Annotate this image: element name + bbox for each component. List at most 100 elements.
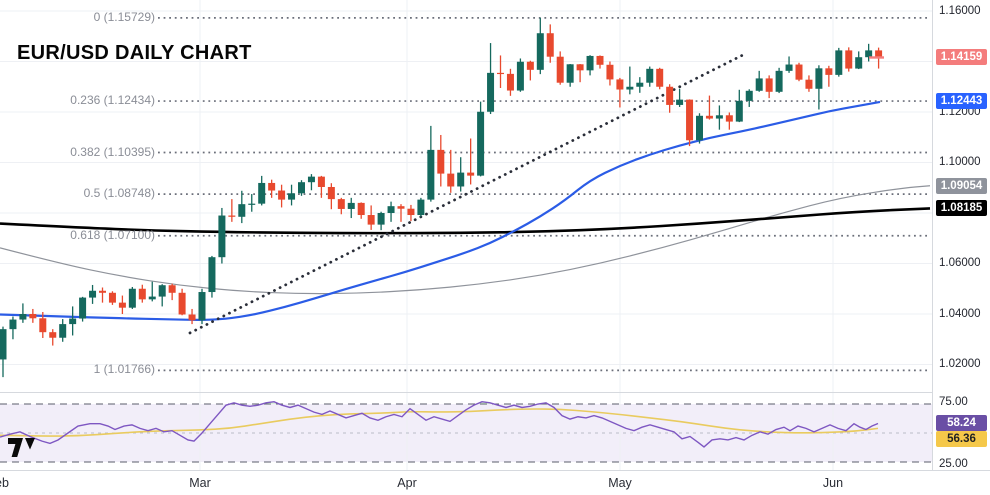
candle-body	[168, 285, 176, 293]
rsi-line[interactable]	[0, 400, 879, 448]
candle-body	[49, 332, 57, 338]
candle-body	[29, 314, 37, 319]
candle-body	[596, 55, 604, 65]
gray-ma-badge: 1.09054	[936, 178, 987, 195]
axis-label: 1.16000	[939, 4, 981, 17]
time-axis[interactable]: eb Mar Apr May Jun	[0, 470, 990, 495]
candle-body	[497, 72, 504, 75]
time-label: eb	[0, 476, 9, 490]
fib-label: 0.236 (1.12434)	[70, 93, 155, 108]
candle-body	[198, 292, 206, 321]
axis-label: 25.00	[939, 457, 968, 470]
candle-body	[248, 203, 256, 205]
candle-body	[467, 172, 475, 176]
candle-body	[725, 115, 733, 122]
candle-body	[805, 79, 813, 89]
candle-body	[676, 99, 684, 105]
candle-body	[586, 55, 594, 71]
pane-separator	[0, 392, 990, 393]
candle-body	[447, 173, 455, 187]
candle-body	[218, 215, 226, 258]
candle-body	[825, 68, 833, 75]
candle-body	[646, 68, 654, 83]
candle-body	[715, 115, 723, 119]
candle-body	[148, 296, 156, 300]
axis-label: 75.00	[939, 395, 968, 408]
candle-body	[367, 215, 375, 225]
candle-body	[69, 318, 77, 325]
candle-body	[875, 50, 883, 58]
time-label: Mar	[189, 476, 211, 490]
candle-body	[387, 206, 395, 213]
axis-label: 1.06000	[939, 257, 981, 269]
candle-body	[307, 176, 315, 183]
candle-body	[337, 199, 345, 209]
candle-body	[178, 292, 186, 315]
candle-body	[228, 215, 236, 217]
candle-body	[128, 288, 136, 308]
candle-body	[536, 33, 544, 70]
axis-label: 1.02000	[939, 358, 981, 370]
black-ma-badge: 1.08185	[936, 200, 987, 217]
time-label: May	[608, 476, 632, 490]
axis-label: 1.04000	[939, 307, 981, 320]
candle-body	[556, 56, 564, 83]
tradingview-logo[interactable]	[8, 437, 36, 459]
black-ma-line[interactable]	[0, 207, 931, 235]
candle-body	[417, 199, 425, 216]
fib-label: 1 (1.01766)	[93, 362, 155, 377]
gray-ma-line[interactable]	[0, 185, 931, 295]
chart-title: EUR/USD DAILY CHART	[17, 42, 252, 64]
candle-body	[835, 50, 843, 75]
candle-body	[865, 50, 873, 58]
rsi-ma-badge: 56.36	[936, 431, 987, 447]
rsi-ma-line[interactable]	[0, 408, 879, 437]
candle-body	[705, 115, 713, 119]
candle-body	[188, 314, 196, 321]
candle-body	[278, 190, 286, 200]
candle-body	[268, 182, 276, 191]
candle-body	[526, 61, 534, 70]
candle-body	[546, 33, 554, 57]
candle-body	[0, 329, 7, 360]
fib-label: 0.618 (1.07100)	[70, 227, 155, 242]
candle-body	[815, 68, 823, 89]
candle-body	[576, 64, 584, 71]
blue-ma-line[interactable]	[0, 100, 881, 321]
candle-body	[696, 115, 703, 141]
axis-label: 1.10000	[939, 156, 981, 168]
candle-body	[79, 297, 87, 319]
candle-body	[626, 86, 634, 90]
candle-body	[855, 57, 863, 69]
candle-body	[457, 172, 465, 187]
candle-body	[89, 290, 97, 298]
candle-body	[397, 206, 405, 209]
rsi-pane[interactable]	[0, 392, 932, 470]
price-axis[interactable]: 1.16000 1.12000 1.10000 1.06000 1.04000 1.020…	[932, 0, 990, 470]
candle-body	[606, 64, 614, 80]
fib-label: 0 (1.15729)	[93, 9, 155, 24]
candle-body	[437, 149, 445, 174]
fib-label: 0.382 (1.10395)	[70, 144, 155, 159]
candle-body	[795, 64, 803, 80]
last-price-badge: 1.14159	[936, 49, 987, 66]
candle-body	[39, 318, 47, 333]
candle-body	[666, 86, 674, 105]
candle-body	[258, 182, 266, 204]
candle-body	[208, 257, 216, 293]
candle-body	[686, 99, 694, 141]
candle-body	[138, 288, 146, 300]
candle-body	[427, 149, 435, 200]
rsi-badge: 58.24	[936, 415, 987, 432]
time-label: Apr	[397, 476, 417, 490]
candle-body	[357, 202, 365, 216]
trendline[interactable]	[188, 53, 745, 335]
candle-body	[785, 64, 793, 71]
candle-body	[108, 292, 116, 303]
candle-body	[288, 193, 296, 200]
candle-body	[9, 319, 17, 330]
candle-body	[118, 302, 126, 308]
time-label: Jun	[822, 476, 844, 490]
price-pane[interactable]	[0, 0, 932, 392]
